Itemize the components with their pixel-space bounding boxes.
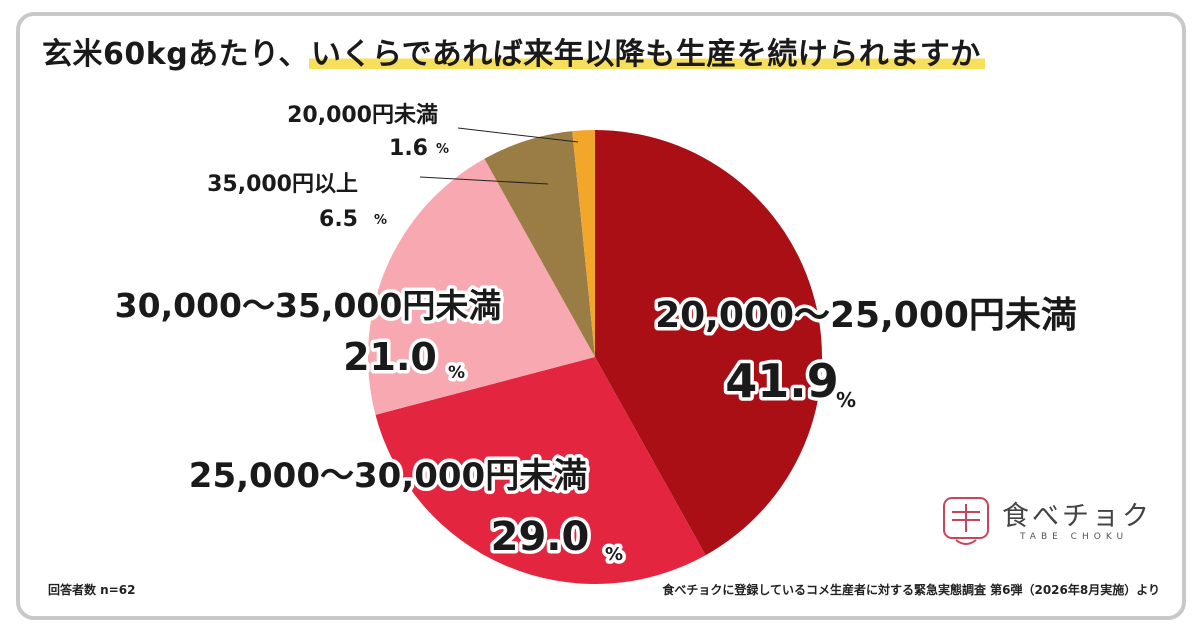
slice-label-category-5: 20,000円未満	[287, 102, 438, 128]
pie-slice-4	[484, 131, 595, 357]
leader-lines	[419, 127, 579, 185]
pie-slice-3	[368, 158, 595, 415]
source-note: 食べチョクに登録しているコメ生産者に対する緊急実態調査 第6弾（2026年8月実…	[662, 583, 1160, 597]
slice-labels: 20,000～25,000円未満 41.9% 25,000～30,000円未満 29.…	[111, 102, 1080, 569]
slice-label-value-4: 6.5	[319, 207, 358, 232]
logo-subtext: TABE CHOKU	[1020, 532, 1129, 542]
slice-label-percent-4: %	[374, 213, 387, 228]
pie-slices	[368, 130, 822, 584]
slice-label-percent-1: %	[836, 388, 856, 412]
tabechoku-logo: 食べチョク TABE CHOKU	[938, 492, 1149, 550]
slice-label-value-5: 1.6	[389, 136, 428, 161]
pie-slice-2	[375, 357, 706, 584]
leader-line-5	[457, 127, 579, 143]
title-plain: 玄米60kgあたり、	[42, 37, 309, 72]
logo-text: 食べチョク	[1002, 501, 1152, 532]
pie-slice-5	[572, 130, 595, 357]
slice-label-category-1: 20,000～25,000円未満	[655, 295, 1077, 336]
slice-label-percent-3: %	[448, 363, 465, 383]
slice-label-value-2: 29.0	[491, 514, 590, 560]
slice-label-percent-5: %	[436, 142, 449, 157]
slice-label-category-3: 30,000～35,000円未満	[115, 286, 502, 325]
leader-line-4	[419, 176, 549, 185]
slice-label-category-2: 25,000～30,000円未満	[189, 456, 587, 496]
pie-slice-1	[595, 130, 822, 556]
title-highlight: いくらであれば来年以降も生産を続けられますか	[308, 37, 985, 72]
slice-label-value-3: 21.0	[343, 335, 437, 379]
rice-bowl-logo-icon	[943, 497, 989, 545]
slice-label-category-4: 35,000円以上	[207, 172, 358, 197]
sample-size-note: 回答者数 n=62	[48, 583, 136, 597]
chart-title: 玄米60kgあたり、いくらであれば来年以降も生産を続けられますか	[42, 30, 985, 80]
slice-label-value-1: 41.9	[725, 354, 839, 408]
slice-label-percent-2: %	[605, 544, 623, 565]
